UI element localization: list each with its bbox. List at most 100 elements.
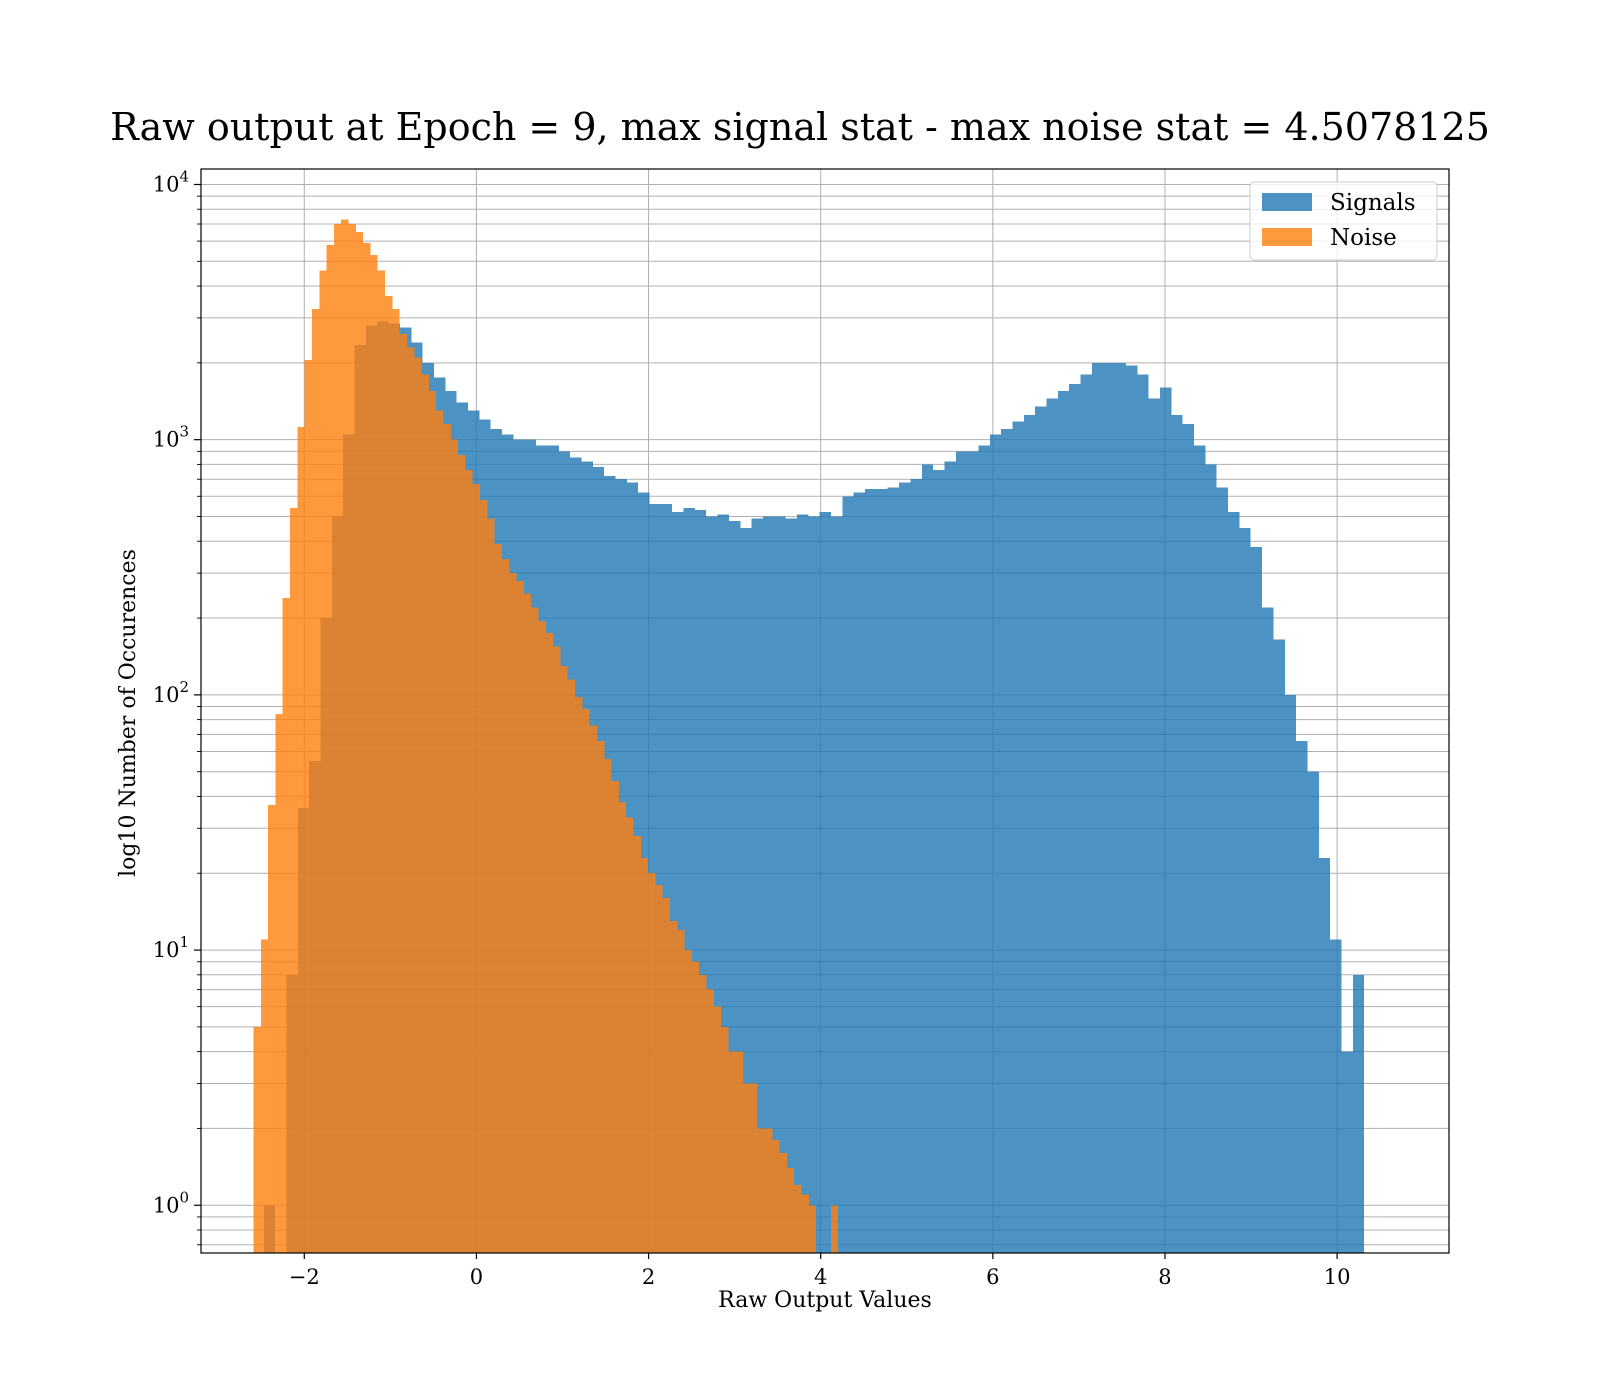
bar-signals xyxy=(1057,391,1070,1253)
bar-signals xyxy=(1352,974,1365,1253)
bar-signals xyxy=(1296,740,1308,1253)
y-tick-label: 101 xyxy=(153,933,189,962)
bar-signals xyxy=(1250,546,1263,1253)
bar-signals xyxy=(1125,365,1138,1253)
bar-noise xyxy=(458,455,466,1254)
bar-signals xyxy=(694,510,707,1253)
bar-signals xyxy=(1046,398,1058,1253)
legend: Signals Noise xyxy=(1249,181,1438,261)
bar-noise xyxy=(399,333,407,1253)
bar-signals xyxy=(1341,1051,1353,1253)
bar-signals xyxy=(683,507,695,1253)
bar-signals xyxy=(1307,771,1319,1253)
x-tick-label: 4 xyxy=(814,1265,827,1289)
bar-noise xyxy=(268,805,276,1253)
bar-signals xyxy=(967,451,979,1253)
bar-signals xyxy=(955,451,968,1253)
bar-noise xyxy=(348,224,356,1254)
x-tick-label: −2 xyxy=(289,1265,320,1289)
bar-noise xyxy=(436,410,444,1254)
bar-signals xyxy=(1182,424,1195,1253)
bar-signals xyxy=(819,512,832,1253)
bar-noise xyxy=(670,920,678,1253)
bar-noise xyxy=(728,1051,736,1253)
bar-noise xyxy=(765,1128,773,1253)
bar-signals xyxy=(1273,639,1285,1253)
bar-noise xyxy=(691,961,700,1253)
bar-noise xyxy=(560,665,568,1253)
bar-signals xyxy=(740,528,752,1253)
bar-noise xyxy=(487,518,495,1253)
x-tick-label: 6 xyxy=(986,1265,999,1289)
bar-signals xyxy=(978,445,990,1253)
x-tick-label: 10 xyxy=(1324,1265,1351,1289)
x-axis-ticks: −2 0 2 4 6 8 10 xyxy=(289,1253,1351,1289)
y-axis-label: log10 Number of Occurences xyxy=(116,549,141,877)
bar-noise xyxy=(808,1205,817,1253)
bar-noise xyxy=(370,254,378,1253)
bar-noise xyxy=(655,884,663,1253)
bar-noise xyxy=(450,439,459,1253)
bar-noise xyxy=(713,1006,722,1253)
y-tick-label: 100 xyxy=(153,1188,189,1217)
bar-signals xyxy=(1239,528,1251,1253)
bar-noise xyxy=(443,424,451,1253)
bar-noise xyxy=(706,989,714,1253)
y-tick-label: 103 xyxy=(153,423,189,452)
bar-noise xyxy=(341,219,349,1253)
bar-signals xyxy=(944,461,956,1254)
bar-noise xyxy=(640,857,649,1253)
bar-noise xyxy=(275,714,283,1253)
bar-signals xyxy=(1069,384,1081,1254)
bar-signals xyxy=(717,514,729,1253)
bar-signals xyxy=(933,470,945,1253)
bar-signals xyxy=(1001,429,1013,1253)
bar-noise xyxy=(801,1194,809,1253)
bar-noise xyxy=(618,802,627,1253)
bar-signals xyxy=(1114,362,1126,1253)
bar-noise xyxy=(333,224,342,1254)
bar-signals xyxy=(1228,512,1240,1253)
bar-signals xyxy=(751,518,763,1253)
bar-noise xyxy=(472,484,481,1253)
bar-noise xyxy=(297,427,305,1253)
bar-noise xyxy=(253,1026,261,1253)
bar-signals xyxy=(774,516,786,1253)
legend-label-noise: Noise xyxy=(1330,225,1397,251)
bar-noise xyxy=(377,270,386,1254)
bar-signals xyxy=(831,516,843,1253)
bar-noise xyxy=(311,309,320,1253)
bar-signals xyxy=(1012,421,1024,1253)
bar-noise xyxy=(582,709,590,1253)
bar-noise xyxy=(501,559,510,1253)
bar-signals xyxy=(1216,487,1229,1253)
bar-noise xyxy=(480,500,488,1253)
bar-signals xyxy=(887,487,900,1253)
bar-signals xyxy=(796,514,809,1253)
bar-noise xyxy=(779,1153,787,1253)
bar-signals xyxy=(842,496,854,1254)
chart-title: Raw output at Epoch = 9, max signal stat… xyxy=(110,105,1490,149)
bar-signals xyxy=(1262,607,1274,1253)
bar-signals xyxy=(728,521,741,1253)
bar-signals xyxy=(899,482,911,1253)
bar-signals xyxy=(1148,398,1160,1253)
bar-noise xyxy=(385,296,393,1253)
bar-noise xyxy=(282,597,291,1253)
legend-swatch-noise xyxy=(1262,228,1312,246)
bar-noise xyxy=(428,391,437,1253)
bar-signals xyxy=(1035,406,1047,1253)
bar-noise xyxy=(611,780,619,1253)
y-axis-ticks: 100 101 102 103 104 xyxy=(153,167,201,1246)
bar-signals xyxy=(876,489,888,1254)
x-axis-label: Raw Output Values xyxy=(718,1288,932,1313)
bar-noise xyxy=(677,929,685,1253)
bar-signals xyxy=(1103,362,1115,1253)
bar-noise xyxy=(575,697,583,1253)
plot-frame xyxy=(200,168,1450,1254)
bar-noise xyxy=(662,897,671,1253)
bar-noise xyxy=(392,309,400,1253)
bar-signals xyxy=(1159,387,1172,1254)
x-tick-label: 2 xyxy=(642,1265,655,1289)
bar-signals xyxy=(785,518,797,1253)
